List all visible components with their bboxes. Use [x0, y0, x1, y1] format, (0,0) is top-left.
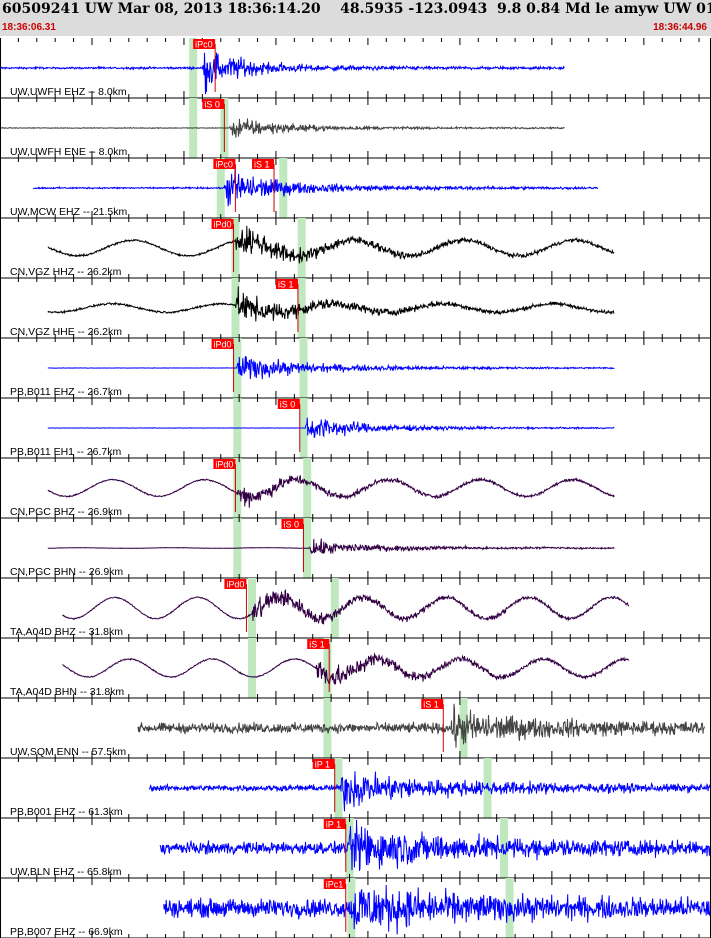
waveform-line — [47, 286, 615, 322]
pick-box — [421, 699, 444, 709]
waveform-line — [62, 652, 630, 685]
pick-band — [297, 218, 306, 278]
pick-band — [233, 458, 242, 518]
pick-box — [312, 759, 335, 769]
pick-label: iPd0 — [215, 460, 233, 470]
waveform-line — [159, 819, 711, 871]
pick-label: iP 1 — [315, 760, 330, 770]
trace-row: iS 1 UW,SQM ENN -- 57.5km — [0, 698, 711, 759]
pick-label: iS 0 — [283, 520, 299, 530]
pick-band — [303, 458, 312, 518]
station-label: UW,BLN EHZ -- 65.8km — [10, 866, 122, 878]
station-label: TA,A04D BHN -- 31.8km — [10, 686, 124, 698]
station-label: UW,UWFH EHZ -- 8.0km — [10, 86, 127, 98]
pick-label: iPd0 — [226, 580, 244, 590]
trace-row: iPd0 PB,B011 EHZ -- 26.7km — [0, 338, 711, 399]
pick-box — [213, 459, 236, 469]
trace-row: iPd0 CN,VGZ HHZ -- 26.2km — [0, 218, 711, 279]
waveform-line — [47, 538, 615, 555]
pick-box — [211, 339, 234, 349]
pick-label: iP 1 — [326, 820, 341, 830]
waveform-line — [47, 417, 615, 438]
pick-band — [323, 638, 332, 698]
pick-band — [231, 278, 240, 338]
station-label: UW,SQM ENN -- 57.5km — [10, 746, 126, 758]
trace-row: iS 0 CN,PGC BHN -- 26.9km — [0, 518, 711, 579]
pick-band — [231, 218, 240, 278]
pick-box — [323, 819, 346, 829]
pick-band — [248, 638, 257, 698]
trace-row: iS 1 TA,A04D BHN -- 31.8km — [0, 638, 711, 699]
event-title: 60509241 UW Mar 08, 2013 18:36:14.20 48.… — [2, 1, 711, 17]
header-bar — [0, 0, 711, 36]
station-label: CN,PGC BHN -- 26.9km — [10, 566, 123, 578]
trace-row: iPc0 iS 1 UW,MCW EHZ -- 21.5km — [0, 158, 711, 219]
trace-row: iP 1 PB,B001 EHZ -- 61.3km — [0, 758, 711, 819]
station-label: CN,PGC BHZ -- 26.9km — [10, 506, 122, 518]
pick-label: iS 1 — [423, 700, 439, 710]
trace-row: iPd0 CN,PGC BHZ -- 26.9km — [0, 458, 711, 519]
waveform-line — [163, 884, 711, 935]
pick-label: iPc1 — [326, 880, 344, 890]
pick-box — [213, 159, 236, 169]
station-label: TA,A04D BHZ -- 31.8km — [10, 626, 123, 638]
trace-row: iS 0 UW,UWFH ENE -- 8.0km — [0, 98, 711, 159]
pick-label: iS 0 — [280, 400, 296, 410]
waveform-line — [62, 589, 630, 625]
pick-label: iS 1 — [254, 160, 270, 170]
pick-label: iS 1 — [309, 640, 325, 650]
pick-label: iPc0 — [195, 40, 213, 50]
station-label: UW,MCW EHZ -- 21.5km — [10, 206, 128, 218]
waveform-line — [0, 52, 565, 95]
trace-row: iS 0 PB,B011 EH1 -- 26.7km — [0, 398, 711, 459]
waveform-line — [47, 475, 615, 508]
station-label: UW,UWFH ENE -- 8.0km — [10, 146, 128, 158]
pick-band — [500, 818, 509, 878]
trace-row: iP 1 UW,BLN EHZ -- 65.8km — [0, 818, 711, 879]
pick-box — [281, 519, 304, 529]
waveform-line — [47, 225, 615, 264]
pick-band — [323, 698, 332, 758]
pick-label: iPc0 — [215, 160, 233, 170]
waveform-line — [137, 703, 705, 748]
time-end-label: 18:36:44.96 — [653, 22, 707, 33]
station-label: PB,B007 EHZ -- 66.9km — [10, 926, 123, 938]
pick-label: iS 0 — [204, 100, 220, 110]
pick-box — [323, 879, 346, 889]
waveform-line — [0, 118, 565, 138]
waveform-line — [32, 168, 599, 207]
pick-band — [248, 578, 257, 638]
pick-label: iPd0 — [214, 220, 232, 230]
station-label: CN,VGZ HHZ -- 26.2km — [10, 266, 122, 278]
pick-band — [233, 338, 242, 398]
pick-band — [345, 818, 354, 878]
pick-box — [193, 39, 216, 49]
time-start-label: 18:36:06.31 — [2, 22, 56, 33]
trace-row: iS 1 CN,VGZ HHE -- 26.2km — [0, 278, 711, 339]
pick-band — [330, 578, 339, 638]
pick-box — [211, 219, 234, 229]
waveform-line — [148, 771, 711, 812]
station-label: PB,B011 EHZ -- 26.7km — [10, 386, 122, 398]
pick-box — [275, 279, 298, 289]
station-label: CN,VGZ HHE -- 26.2km — [10, 326, 122, 338]
pick-box — [224, 579, 247, 589]
trace-row: iPc1 PB,B007 EHZ -- 66.9km — [0, 878, 711, 938]
pick-band — [297, 278, 306, 338]
pick-box — [202, 99, 225, 109]
trace-row: iPd0 TA,A04D BHZ -- 31.8km — [0, 578, 711, 639]
station-label: PB,B011 EH1 -- 26.7km — [10, 446, 122, 458]
pick-box — [307, 639, 330, 649]
pick-label: iS 1 — [278, 280, 294, 290]
waveform-line — [47, 356, 615, 380]
pick-box — [252, 159, 275, 169]
trace-row: iPc0 UW,UWFH EHZ -- 8.0km — [0, 38, 711, 99]
station-label: PB,B001 EHZ -- 61.3km — [10, 806, 123, 818]
pick-label: iPd0 — [214, 340, 232, 350]
pick-box — [277, 399, 300, 409]
